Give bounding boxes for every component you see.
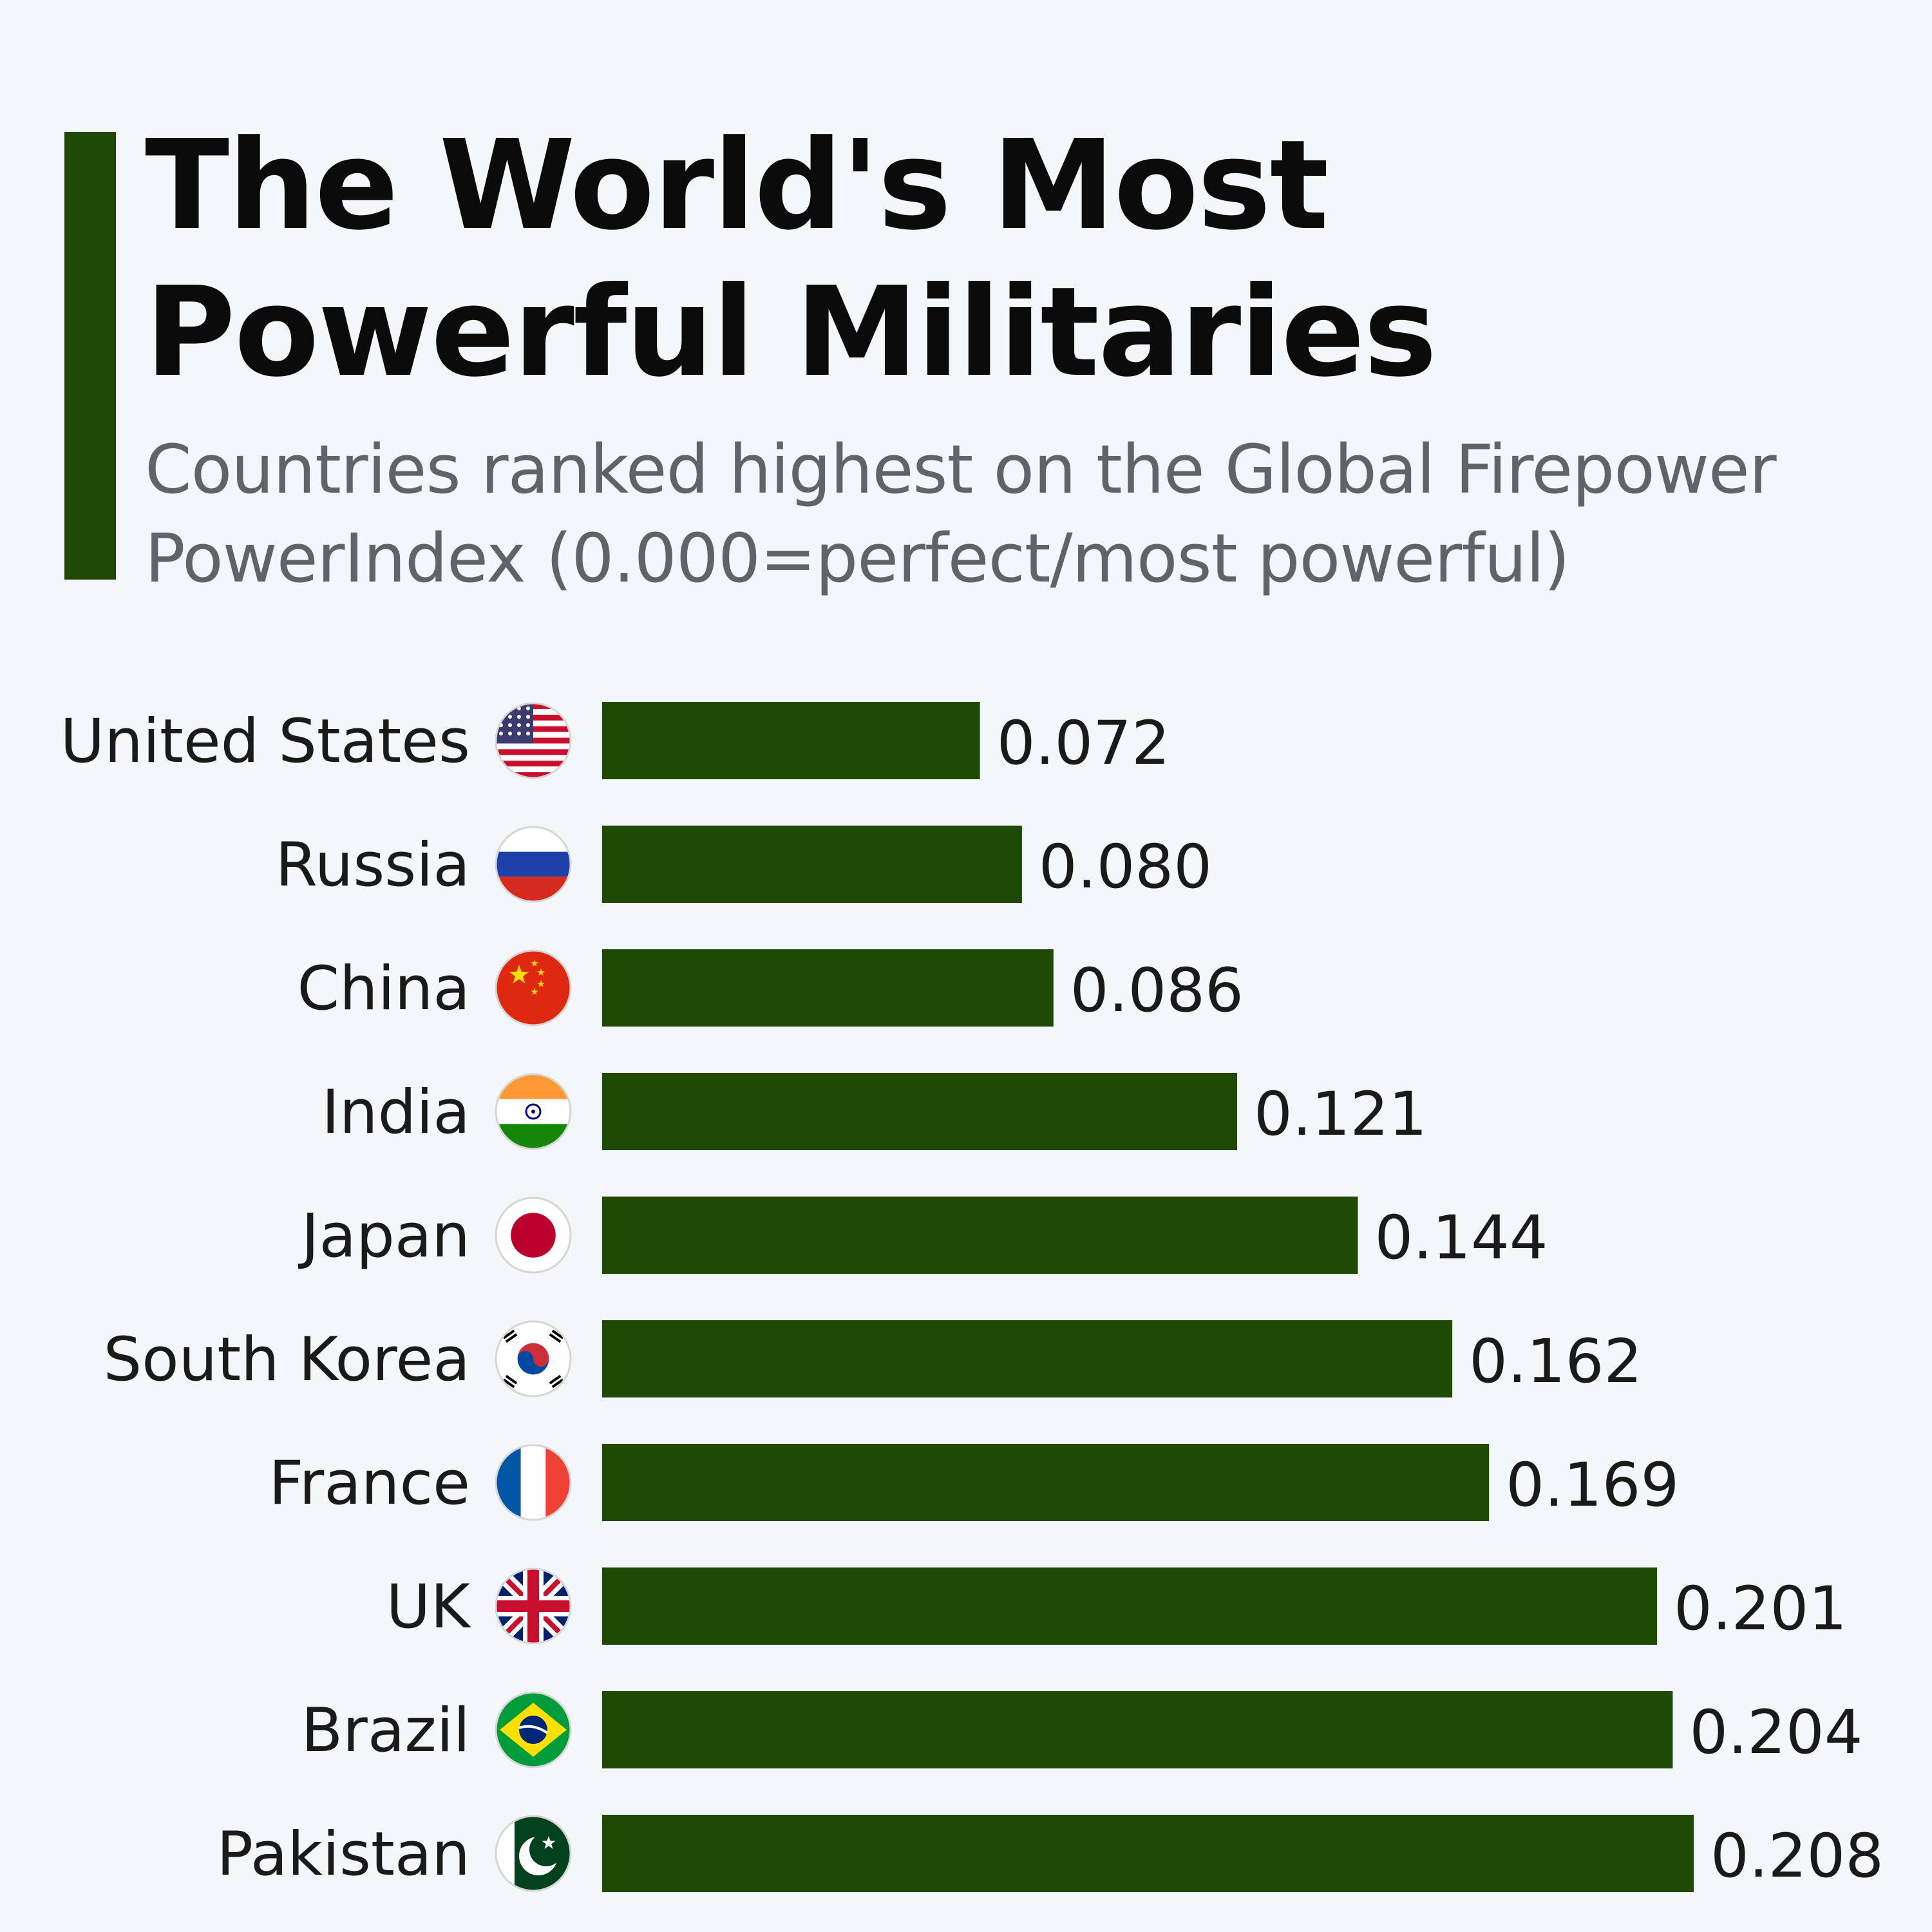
value-label: 0.086 [1070, 956, 1244, 1026]
value-label: 0.080 [1039, 832, 1212, 902]
bar [602, 1567, 1657, 1645]
bar [602, 1197, 1358, 1274]
category-label: China [297, 954, 470, 1024]
value-label: 0.072 [997, 708, 1170, 779]
us-flag-icon [495, 702, 572, 779]
category-label: South Korea [103, 1325, 470, 1395]
bar [602, 1320, 1453, 1397]
value-label: 0.204 [1689, 1698, 1862, 1768]
value-label: 0.169 [1506, 1450, 1679, 1520]
japan-flag-icon [495, 1197, 572, 1274]
bar [602, 1444, 1490, 1521]
title-accent-bar [64, 132, 116, 580]
bar [602, 702, 980, 779]
bar [602, 1815, 1694, 1892]
chart-title-line-1: The World's Most [145, 114, 1329, 258]
india-flag-icon [495, 1073, 572, 1150]
pakistan-flag-icon [495, 1815, 572, 1892]
category-label: India [321, 1077, 470, 1148]
value-label: 0.201 [1674, 1574, 1847, 1644]
category-label: Brazil [301, 1696, 470, 1766]
chart-title-line-2: Powerful Militaries [145, 261, 1437, 404]
category-label: France [269, 1448, 470, 1519]
value-label: 0.121 [1254, 1079, 1427, 1150]
france-flag-icon [495, 1444, 572, 1521]
brazil-flag-icon [495, 1691, 572, 1768]
chart-title: The World's Most Powerful Militaries [145, 113, 1437, 406]
russia-flag-icon [495, 826, 572, 903]
bar [602, 826, 1022, 903]
bar [602, 949, 1054, 1027]
china-flag-icon [495, 949, 572, 1027]
category-label: Pakistan [216, 1819, 470, 1889]
south-korea-flag-icon [495, 1320, 572, 1397]
value-label: 0.144 [1375, 1203, 1548, 1273]
bar [602, 1073, 1237, 1150]
chart-subtitle: Countries ranked highest on the Global F… [145, 430, 1777, 598]
category-label: Russia [276, 830, 470, 900]
category-label: United States [60, 706, 470, 777]
category-label: Japan [298, 1201, 470, 1271]
uk-flag-icon [495, 1567, 572, 1645]
category-label: UK [386, 1572, 472, 1642]
bar [602, 1691, 1673, 1768]
value-label: 0.162 [1469, 1327, 1642, 1397]
value-label: 0.208 [1710, 1821, 1884, 1891]
